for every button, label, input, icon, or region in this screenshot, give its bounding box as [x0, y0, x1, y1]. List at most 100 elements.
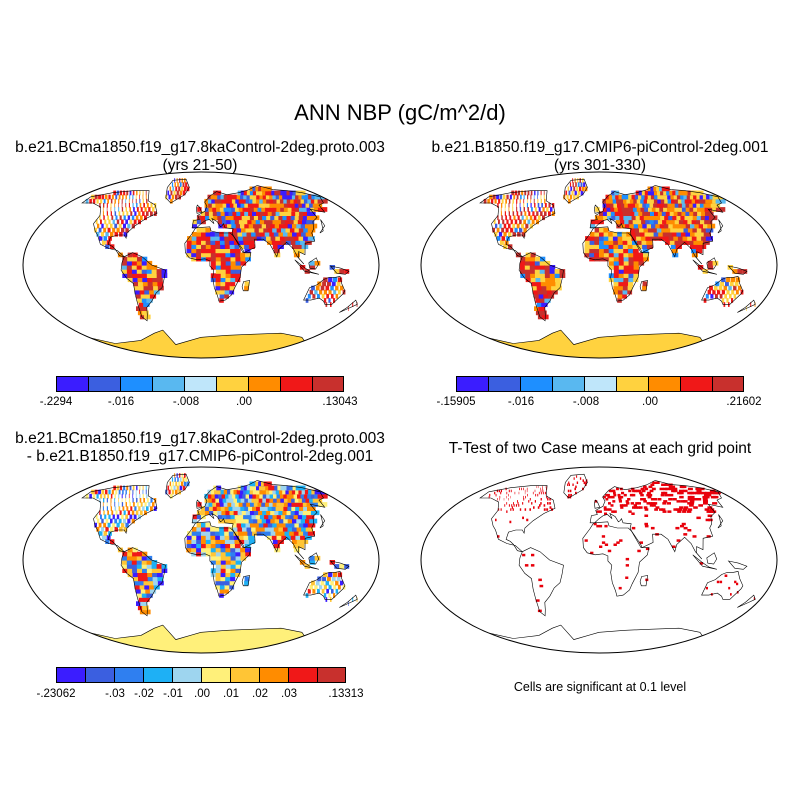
grid-cell: [141, 593, 149, 598]
grid-cell: [187, 531, 193, 536]
significant-cell: [634, 489, 638, 493]
significant-cell: [526, 489, 528, 493]
grid-cell: [230, 543, 236, 549]
grid-cell: [305, 298, 309, 303]
grid-cell: [174, 182, 176, 187]
grid-cell: [169, 481, 172, 487]
grid-cell: [622, 285, 628, 291]
grid-cell: [242, 531, 249, 536]
grid-cell: [540, 190, 542, 196]
grid-cell: [640, 231, 647, 237]
grid-cell: [705, 211, 714, 216]
grid-cell: [234, 543, 241, 549]
significant-cell: [655, 506, 660, 509]
significant-cell: [620, 506, 624, 509]
grid-cell: [499, 194, 503, 200]
coastline-australia: [303, 571, 346, 600]
grid-cell: [205, 535, 212, 540]
grid-cell: [122, 194, 124, 200]
grid-cell: [139, 314, 147, 320]
grid-cell: [186, 543, 192, 549]
significant-cell: [706, 535, 711, 538]
grid-cell: [91, 194, 95, 200]
grid-cell: [636, 219, 643, 225]
grid-cell: [317, 281, 322, 287]
grid-cell: [247, 514, 254, 520]
grid-cell: [144, 289, 151, 295]
grid-cell: [617, 293, 623, 299]
significant-cell: [508, 493, 509, 497]
significant-cell: [525, 495, 526, 499]
grid-cell: [94, 194, 98, 200]
grid-cell: [525, 273, 532, 278]
grid-cell: [201, 248, 207, 254]
grid-cell: [156, 568, 163, 573]
grid-cell: [142, 198, 144, 204]
grid-cell: [101, 489, 105, 495]
grid-cell: [298, 236, 306, 241]
grid-cell: [205, 543, 212, 549]
grid-cell: [100, 198, 103, 204]
grid-cell: [322, 576, 327, 582]
grid-cell: [140, 601, 147, 606]
grid-cell: [110, 506, 112, 511]
grid-cell: [237, 203, 243, 208]
significant-cell: [631, 512, 635, 515]
significant-cell: [683, 500, 688, 503]
grid-cell: [267, 535, 274, 540]
grid-cell: [608, 248, 615, 254]
grid-cell: [270, 215, 278, 221]
grid-cell: [310, 215, 320, 221]
grid-cell: [201, 506, 206, 511]
grid-cell: [99, 203, 101, 208]
grid-cell: [97, 518, 100, 524]
grid-cell: [248, 506, 255, 511]
grid-cell: [118, 211, 121, 216]
grid-cell: [576, 186, 579, 192]
grid-cell: [499, 223, 502, 229]
grid-cell: [219, 502, 226, 507]
grid-cell: [229, 244, 236, 249]
grid-cell: [683, 227, 691, 233]
grid-cell: [210, 555, 217, 561]
grid-cell: [216, 506, 222, 511]
grid-cell: [220, 252, 227, 258]
significant-cell: [606, 508, 610, 511]
grid-cell: [273, 526, 281, 532]
significant-cell: [635, 502, 639, 505]
significant-cell: [650, 526, 655, 530]
grid-cell: [249, 510, 257, 516]
grid-cell: [721, 289, 725, 295]
grid-cell: [335, 293, 339, 299]
grid-cell: [137, 514, 141, 520]
grid-cell: [253, 510, 261, 516]
grid-cell: [125, 489, 127, 495]
grid-cell: [531, 219, 535, 225]
grid-cell: [213, 510, 219, 516]
grid-cell: [296, 244, 304, 249]
significant-cell: [611, 510, 615, 513]
grid-cell: [236, 211, 243, 216]
grid-cell: [533, 215, 537, 221]
grid-cell: [238, 207, 245, 212]
grid-cell: [201, 543, 207, 549]
coastline-nz: [339, 299, 358, 313]
grid-cell: [220, 256, 227, 262]
grid-cell: [690, 223, 698, 229]
grid-cell: [89, 198, 92, 204]
grid-cell: [266, 223, 273, 229]
grid-cell: [321, 588, 325, 594]
grid-cell: [235, 547, 241, 553]
grid-cell: [220, 260, 227, 266]
grid-cell: [98, 489, 101, 495]
grid-cell: [122, 269, 128, 274]
grid-cell: [140, 306, 147, 311]
grid-cell: [121, 227, 125, 233]
grid-cell: [123, 231, 128, 237]
grid-cell: [614, 211, 620, 216]
grid-cell: [251, 526, 258, 532]
grid-cell: [240, 518, 247, 524]
coastline-greenland: [563, 473, 588, 499]
significant-cell: [667, 510, 672, 513]
significant-cell: [643, 500, 647, 503]
